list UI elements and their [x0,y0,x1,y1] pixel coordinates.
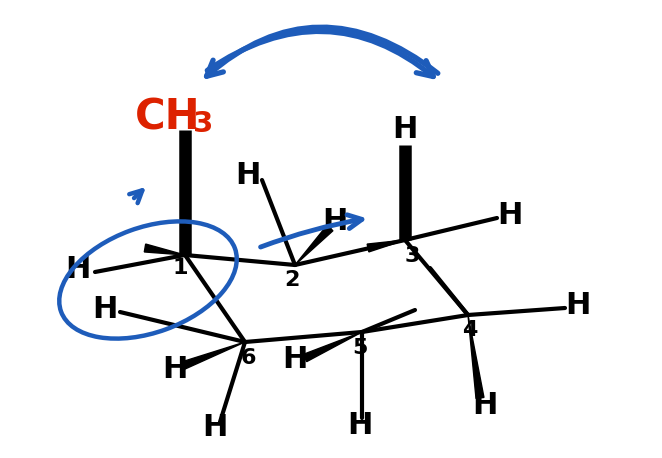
Text: H: H [66,256,91,284]
Text: H: H [348,410,373,440]
Text: CH: CH [135,97,201,139]
Polygon shape [468,315,484,398]
Text: H: H [322,207,348,236]
Text: 5: 5 [352,338,367,358]
Text: H: H [497,201,523,229]
Text: H: H [203,414,228,442]
Text: H: H [92,295,118,325]
Text: H: H [235,160,261,190]
Text: H: H [472,391,498,420]
Polygon shape [181,342,245,370]
Text: 4: 4 [462,320,478,340]
Text: 3: 3 [193,110,213,138]
Polygon shape [295,225,333,265]
Polygon shape [144,244,185,255]
Text: 2: 2 [284,270,300,290]
Text: H: H [565,290,591,320]
Text: H: H [162,355,188,385]
Text: H: H [282,345,308,375]
Text: 6: 6 [240,348,256,368]
Polygon shape [367,240,405,252]
Polygon shape [303,332,362,362]
Text: 1: 1 [172,258,188,278]
Text: H: H [393,115,418,145]
Text: 3: 3 [404,246,420,266]
